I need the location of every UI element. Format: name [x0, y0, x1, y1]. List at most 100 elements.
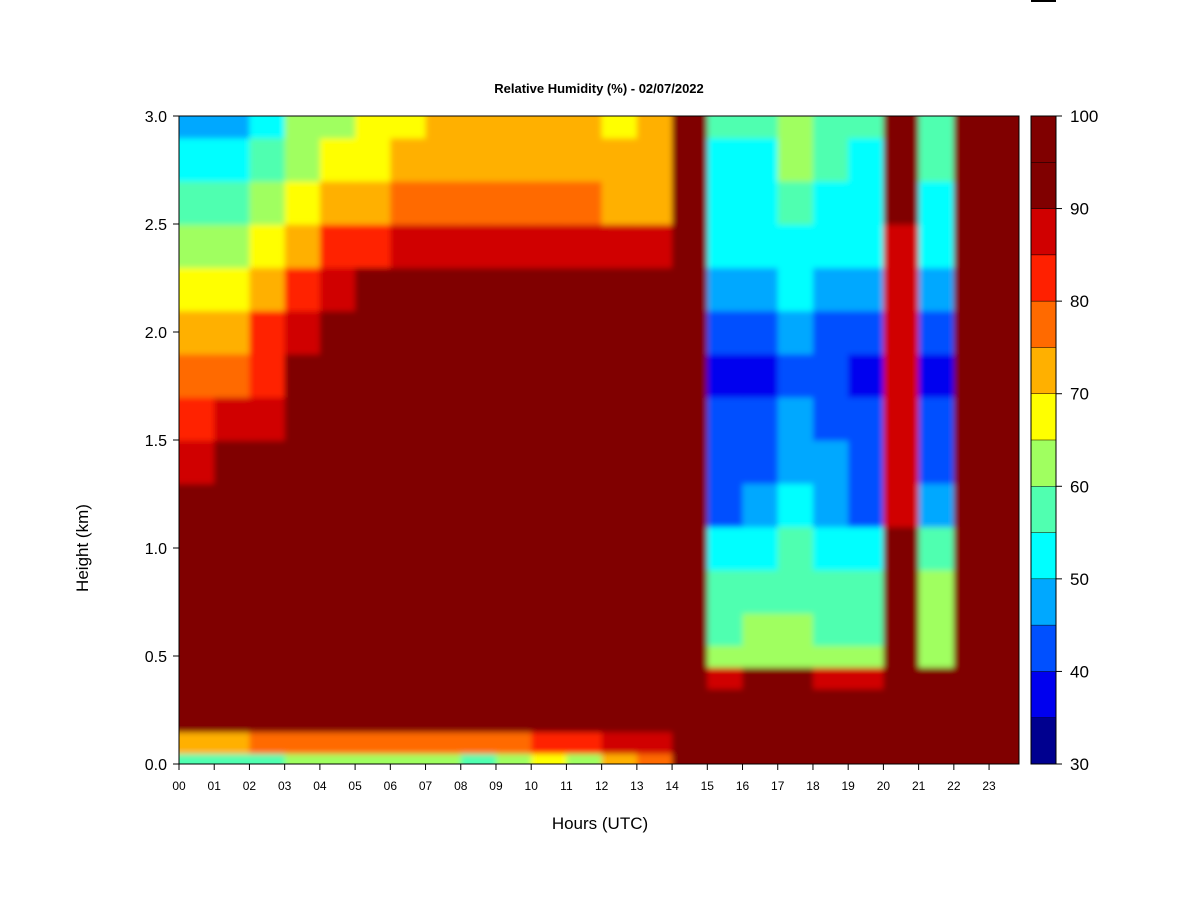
heatmap-cell	[742, 137, 779, 182]
x-tick-label: 10	[525, 779, 539, 793]
heatmap-cell	[742, 353, 779, 398]
heatmap-cell	[179, 396, 216, 441]
heatmap-cell	[496, 710, 532, 733]
x-tick-label: 01	[208, 779, 222, 793]
colorbar-tick-label: 30	[1070, 755, 1089, 774]
heatmap-cell	[601, 569, 638, 614]
heatmap-cell	[496, 483, 532, 528]
heatmap-cell	[989, 440, 1019, 484]
heatmap-cell	[989, 137, 1019, 182]
heatmap-cell	[179, 137, 216, 182]
heatmap-cell	[390, 688, 427, 711]
x-tick-label: 07	[419, 779, 433, 793]
x-tick-label: 02	[243, 779, 257, 793]
heatmap-cell	[284, 688, 321, 711]
heatmap-cell	[742, 310, 779, 355]
colorbar-swatch	[1031, 440, 1056, 487]
heatmap-cell	[989, 612, 1019, 646]
heatmap-cell	[672, 753, 709, 764]
heatmap-cell	[918, 116, 955, 139]
heatmap-cell	[707, 526, 744, 571]
heatmap-cell	[214, 353, 251, 398]
heatmap-cell	[566, 645, 603, 668]
heatmap-cell	[707, 612, 744, 646]
heatmap-cell	[848, 612, 885, 646]
heatmap-cell	[918, 688, 955, 711]
heatmap-cell	[918, 353, 955, 398]
heatmap-cell	[953, 612, 990, 646]
heatmap-cell	[742, 440, 779, 484]
heatmap-cell	[883, 310, 920, 355]
heatmap-cell	[848, 666, 885, 690]
x-tick-label: 21	[912, 779, 926, 793]
colorbar-tick-label: 80	[1070, 292, 1089, 311]
heatmap-cell	[496, 688, 532, 711]
heatmap-cell	[249, 731, 286, 754]
heatmap-cell	[531, 353, 568, 398]
colorbar-swatch	[1031, 208, 1056, 256]
heatmap-cell	[249, 666, 286, 690]
heatmap-cell	[636, 180, 673, 225]
heatmap-cell	[918, 440, 955, 484]
heatmap-cell	[496, 753, 532, 764]
heatmap-cell	[425, 688, 462, 711]
heatmap-cell	[566, 666, 603, 690]
heatmap-cell	[883, 526, 920, 571]
heatmap-cell	[566, 353, 603, 398]
heatmap-cell	[989, 310, 1019, 355]
heatmap-cell	[319, 137, 356, 182]
heatmap-cell	[707, 731, 744, 754]
heatmap-cell	[813, 612, 849, 646]
heatmap-cell	[848, 310, 885, 355]
heatmap-cell	[531, 224, 568, 268]
heatmap-cell	[601, 731, 638, 754]
heatmap-cell	[601, 267, 638, 312]
heatmap-cell	[355, 396, 392, 441]
heatmap-cell	[214, 526, 251, 571]
heatmap-cell	[566, 224, 603, 268]
heatmap-cell	[390, 666, 427, 690]
y-tick-label: 3.0	[145, 109, 167, 126]
heatmap-cell	[848, 267, 885, 312]
x-tick-label: 04	[313, 779, 327, 793]
heatmap-cell	[918, 753, 955, 764]
heatmap-cell	[496, 137, 532, 182]
heatmap-cell	[460, 526, 497, 571]
heatmap-cell	[989, 710, 1019, 733]
heatmap-cell	[883, 569, 920, 614]
heatmap-cell	[390, 310, 427, 355]
heatmap-cell	[566, 753, 603, 764]
heatmap-cell	[707, 137, 744, 182]
colorbar-swatch	[1031, 301, 1056, 348]
heatmap-cell	[601, 310, 638, 355]
heatmap-cell	[566, 396, 603, 441]
heatmap-cell	[636, 267, 673, 312]
heatmap-cell	[460, 116, 497, 139]
heatmap-cell	[460, 180, 497, 225]
heatmap-cell	[672, 666, 709, 690]
heatmap-cell	[813, 666, 849, 690]
heatmap-cell	[355, 526, 392, 571]
heatmap-cell	[496, 440, 532, 484]
heatmap-cell	[284, 440, 321, 484]
heatmap-cell	[496, 526, 532, 571]
heatmap-cell	[319, 731, 356, 754]
heatmap-cell	[355, 666, 392, 690]
heatmap-cell	[214, 483, 251, 528]
heatmap-cell	[355, 310, 392, 355]
heatmap-cell	[319, 483, 356, 528]
heatmap-cell	[496, 396, 532, 441]
heatmap-cell	[742, 180, 779, 225]
heatmap-cell	[425, 731, 462, 754]
heatmap-cell	[214, 396, 251, 441]
heatmap-cell	[249, 180, 286, 225]
heatmap-cell	[425, 353, 462, 398]
heatmap-cell	[214, 731, 251, 754]
colorbar-swatch	[1031, 347, 1056, 394]
heatmap-cell	[813, 753, 849, 764]
heatmap-cell	[319, 526, 356, 571]
heatmap-cell	[918, 483, 955, 528]
heatmap-cell	[566, 137, 603, 182]
heatmap-cell	[813, 440, 849, 484]
heatmap-cell	[460, 688, 497, 711]
